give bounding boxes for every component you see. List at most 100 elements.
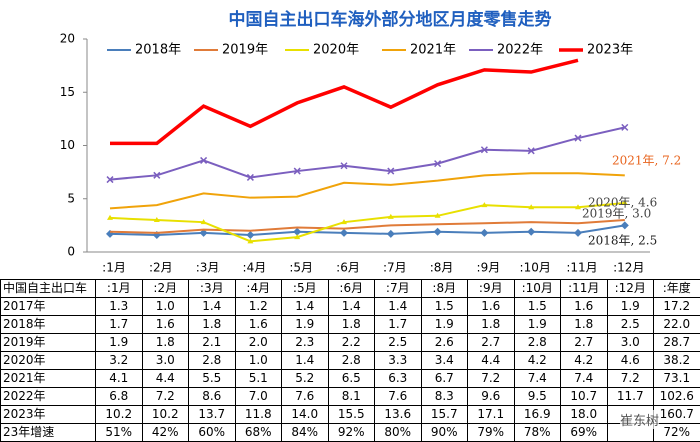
table-cell: 11.8 (235, 406, 282, 424)
table-cell: 2.8 (328, 352, 375, 370)
table-cell: 2.5 (607, 316, 654, 334)
x-tick-label: :3月 (196, 261, 220, 275)
table-cell: 17.1 (468, 406, 515, 424)
table-cell: 7.6 (282, 388, 329, 406)
table-cell: 1.8 (142, 334, 189, 352)
table-cell: :7月 (375, 280, 422, 298)
table-cell: :3月 (189, 280, 236, 298)
table-cell: 60% (189, 424, 236, 442)
table-cell: 3.0 (142, 352, 189, 370)
table-cell: 7.2 (607, 370, 654, 388)
table-cell: 69% (561, 424, 608, 442)
annotation: 2018年, 2.5 (588, 234, 657, 248)
table-cell: 160.7 (654, 406, 700, 424)
table-cell: 14.0 (282, 406, 329, 424)
x-tick-label: :2月 (149, 261, 173, 275)
legend-label: 2020年 (313, 43, 359, 58)
table-cell: 1.5 (421, 298, 468, 316)
table-cell: 5.2 (282, 370, 329, 388)
chart-title: 中国自主出口车海外部分地区月度零售走势 (229, 9, 552, 30)
point (480, 229, 488, 237)
table-cell: :4月 (235, 280, 282, 298)
table-cell: :12月 (607, 280, 654, 298)
series (110, 173, 625, 208)
point (340, 229, 348, 237)
table-cell: 7.2 (142, 388, 189, 406)
table-cell: 2.2 (328, 334, 375, 352)
table-cell: 42% (142, 424, 189, 442)
table-cell: 2018年 (1, 316, 96, 334)
table-cell: 1.0 (235, 352, 282, 370)
table-cell: 2.7 (561, 334, 608, 352)
table-cell: 10.2 (96, 406, 143, 424)
table-cell: :5月 (282, 280, 329, 298)
table-cell: 1.6 (561, 298, 608, 316)
table-cell: 17.2 (654, 298, 700, 316)
table-cell: 68% (235, 424, 282, 442)
table-cell: 9.5 (514, 388, 561, 406)
table-cell: 1.7 (375, 316, 422, 334)
point (246, 231, 254, 239)
annotation: 2021年, 7.2 (612, 154, 681, 168)
table-cell: 102.6 (654, 388, 700, 406)
table-cell: 92% (328, 424, 375, 442)
table-cell: :1月 (96, 280, 143, 298)
table-cell: 1.6 (468, 298, 515, 316)
table-cell: 73.1 (654, 370, 700, 388)
table-cell: 6.7 (421, 370, 468, 388)
y-tick-label: 0 (67, 245, 75, 259)
table-cell: :10月 (514, 280, 561, 298)
table-cell: 2.3 (282, 334, 329, 352)
table-cell: 2.7 (468, 334, 515, 352)
y-tick-label: 20 (60, 32, 75, 46)
table-cell: 2.8 (189, 352, 236, 370)
table-cell: 1.6 (235, 316, 282, 334)
table-cell: 2.8 (514, 334, 561, 352)
legend-label: 2019年 (222, 43, 268, 58)
table-cell: 78% (514, 424, 561, 442)
legend-label: 2021年 (410, 43, 456, 58)
table-cell: 38.2 (654, 352, 700, 370)
table-cell: 2023年 (1, 406, 96, 424)
table-cell: 1.8 (561, 316, 608, 334)
table-cell: :11月 (561, 280, 608, 298)
point (434, 228, 442, 236)
table-cell: 2017年 (1, 298, 96, 316)
x-tick-label: :1月 (102, 261, 126, 275)
table-cell: 1.0 (142, 298, 189, 316)
table-cell: 3.2 (96, 352, 143, 370)
table-cell: 1.8 (328, 316, 375, 334)
table-cell: 8.3 (421, 388, 468, 406)
x-tick-label: :10月 (520, 261, 551, 275)
point (527, 228, 535, 236)
table-cell: 18.0 (561, 406, 608, 424)
x-tick-label: :9月 (477, 261, 501, 275)
table-cell: 5.1 (235, 370, 282, 388)
table-cell: 7.6 (375, 388, 422, 406)
table-cell: 3.3 (375, 352, 422, 370)
table-cell: 4.2 (561, 352, 608, 370)
legend-label: 2023年 (587, 43, 633, 58)
point (387, 230, 395, 238)
line (110, 60, 578, 143)
table-cell: 15.5 (328, 406, 375, 424)
table-cell: 中国自主出口车 (1, 280, 96, 298)
table-cell: 6.5 (328, 370, 375, 388)
line (110, 173, 625, 208)
table-cell: 28.7 (654, 334, 700, 352)
table-cell: 1.3 (96, 298, 143, 316)
table-cell: 2.0 (235, 334, 282, 352)
table-cell: 2022年 (1, 388, 96, 406)
table-cell: :2月 (142, 280, 189, 298)
table-cell: 13.7 (189, 406, 236, 424)
table-cell: 4.4 (468, 352, 515, 370)
table-cell: 9.6 (468, 388, 515, 406)
annotation: 2019年, 3.0 (582, 207, 651, 221)
